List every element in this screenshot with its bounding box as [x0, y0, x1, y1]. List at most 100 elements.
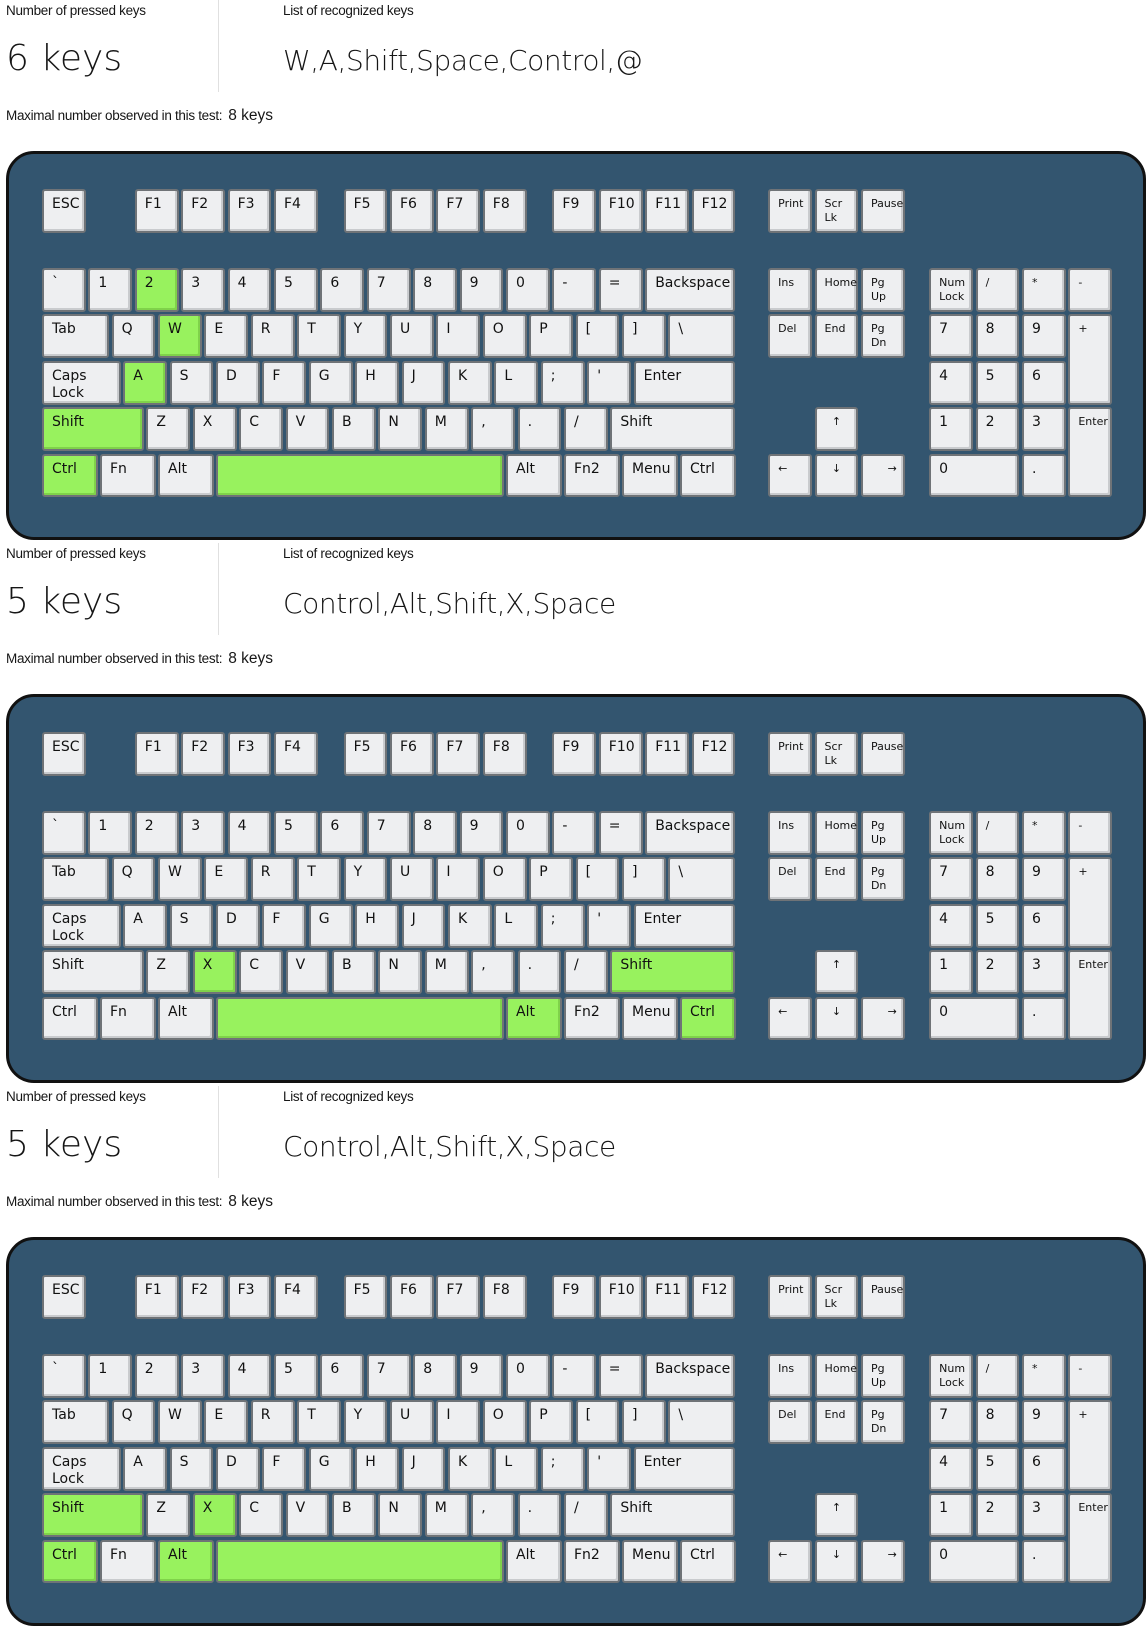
key-rbracket[interactable]: ] [622, 1400, 666, 1445]
key-d6[interactable]: 6 [320, 811, 365, 855]
key-q[interactable]: Q [111, 1400, 156, 1445]
key-b[interactable]: B [332, 407, 376, 452]
key-f4[interactable]: F4 [274, 189, 318, 233]
key-r[interactable]: R [250, 314, 295, 359]
key-enter[interactable]: Enter [633, 903, 736, 948]
key-f[interactable]: F [262, 1446, 307, 1491]
key-kp7[interactable]: 7 [929, 857, 974, 902]
key-kp4[interactable]: 4 [929, 360, 974, 405]
key-c[interactable]: C [239, 950, 284, 995]
key-j[interactable]: J [401, 903, 446, 948]
key-slash[interactable]: / [564, 950, 608, 995]
key-f8[interactable]: F8 [482, 1275, 527, 1319]
key-f11[interactable]: F11 [645, 732, 690, 776]
key-period[interactable]: . [517, 950, 562, 995]
key-home[interactable]: Home [814, 268, 859, 312]
key-left[interactable]: ← [768, 1539, 813, 1584]
key-ralt[interactable]: Alt [506, 1539, 562, 1584]
key-kpplus[interactable]: + [1068, 314, 1113, 405]
key-f8[interactable]: F8 [482, 732, 527, 776]
key-u[interactable]: U [390, 1400, 434, 1445]
key-b[interactable]: B [332, 1493, 376, 1538]
key-end[interactable]: End [814, 1400, 859, 1445]
key-r[interactable]: R [250, 857, 295, 902]
key-f6[interactable]: F6 [390, 1275, 434, 1319]
key-d3[interactable]: 3 [181, 268, 226, 312]
key-d4[interactable]: 4 [227, 811, 272, 855]
key-lctrl-pressed[interactable]: Ctrl [42, 453, 98, 498]
key-f8[interactable]: F8 [482, 189, 527, 233]
key-kp1[interactable]: 1 [929, 950, 974, 995]
key-s[interactable]: S [169, 360, 214, 405]
key-f9[interactable]: F9 [552, 732, 597, 776]
key-k[interactable]: K [448, 360, 492, 405]
key-pgup[interactable]: Pg Up [860, 1354, 905, 1398]
key-v[interactable]: V [285, 407, 330, 452]
key-right[interactable]: → [860, 1539, 905, 1584]
key-d0[interactable]: 0 [506, 268, 550, 312]
key-m[interactable]: M [424, 407, 469, 452]
key-kpenter[interactable]: Enter [1068, 950, 1113, 1041]
key-kp5[interactable]: 5 [975, 903, 1020, 948]
key-semicolon[interactable]: ; [540, 903, 585, 948]
key-backspace[interactable]: Backspace [645, 811, 736, 855]
key-f5[interactable]: F5 [343, 1275, 388, 1319]
key-kp3[interactable]: 3 [1021, 950, 1066, 995]
key-f2[interactable]: F2 [181, 732, 226, 776]
key-kp6[interactable]: 6 [1021, 1446, 1066, 1491]
key-q[interactable]: Q [111, 857, 156, 902]
key-caps[interactable]: Caps Lock [42, 903, 121, 948]
key-m[interactable]: M [424, 1493, 469, 1538]
key-o[interactable]: O [482, 314, 527, 359]
key-f10[interactable]: F10 [598, 1275, 643, 1319]
key-g[interactable]: G [308, 360, 353, 405]
key-kpdot[interactable]: . [1021, 453, 1066, 498]
key-numlock[interactable]: Num Lock [929, 268, 974, 312]
key-esc[interactable]: ESC [42, 189, 86, 233]
key-e[interactable]: E [204, 314, 249, 359]
key-kp2[interactable]: 2 [975, 407, 1020, 452]
key-i[interactable]: I [436, 314, 481, 359]
key-kp6[interactable]: 6 [1021, 360, 1066, 405]
key-lshift-pressed[interactable]: Shift [42, 407, 144, 452]
key-kpplus[interactable]: + [1068, 857, 1113, 948]
key-backspace[interactable]: Backspace [645, 1354, 736, 1398]
key-l[interactable]: L [494, 1446, 539, 1491]
key-end[interactable]: End [814, 857, 859, 902]
key-p[interactable]: P [529, 857, 574, 902]
key-up[interactable]: ↑ [814, 950, 859, 995]
key-r[interactable]: R [250, 1400, 295, 1445]
key-f5[interactable]: F5 [343, 732, 388, 776]
key-fn2[interactable]: Fn2 [564, 453, 620, 498]
key-ins[interactable]: Ins [768, 811, 813, 855]
key-tab[interactable]: Tab [42, 1400, 110, 1445]
key-f10[interactable]: F10 [598, 189, 643, 233]
key-w[interactable]: W [158, 857, 202, 902]
key-space-pressed[interactable] [216, 453, 504, 498]
key-down[interactable]: ↓ [814, 996, 859, 1041]
key-f11[interactable]: F11 [645, 189, 690, 233]
key-f6[interactable]: F6 [390, 732, 434, 776]
key-kp9[interactable]: 9 [1021, 857, 1066, 902]
key-kpminus[interactable]: - [1068, 268, 1113, 312]
key-end[interactable]: End [814, 314, 859, 359]
key-p[interactable]: P [529, 314, 574, 359]
key-m[interactable]: M [424, 950, 469, 995]
key-d2[interactable]: 2 [134, 811, 179, 855]
key-d0[interactable]: 0 [506, 811, 550, 855]
key-kpmul[interactable]: * [1021, 268, 1066, 312]
key-d[interactable]: D [216, 360, 260, 405]
key-tab[interactable]: Tab [42, 314, 110, 359]
key-print[interactable]: Print [768, 189, 813, 233]
key-kp7[interactable]: 7 [929, 1400, 974, 1445]
key-kp6[interactable]: 6 [1021, 903, 1066, 948]
key-slash[interactable]: / [564, 1493, 608, 1538]
key-pgdn[interactable]: Pg Dn [860, 857, 905, 902]
key-scrlk[interactable]: Scr Lk [814, 189, 859, 233]
key-kpenter[interactable]: Enter [1068, 407, 1113, 498]
key-home[interactable]: Home [814, 1354, 859, 1398]
key-pause[interactable]: Pause [860, 1275, 905, 1319]
key-f2[interactable]: F2 [181, 1275, 226, 1319]
key-rbracket[interactable]: ] [622, 314, 666, 359]
key-f4[interactable]: F4 [274, 732, 318, 776]
